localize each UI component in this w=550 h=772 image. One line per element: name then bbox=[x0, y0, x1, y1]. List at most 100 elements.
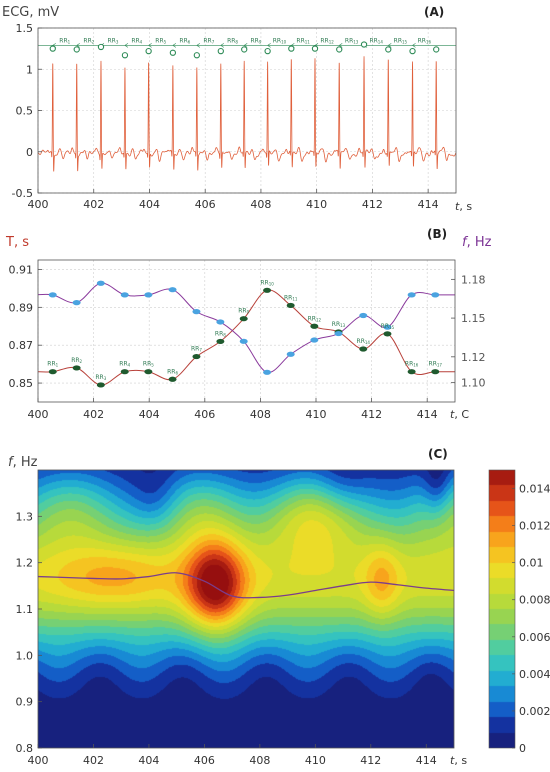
frequency-marker bbox=[48, 292, 57, 298]
rr-label: RR12 bbox=[308, 315, 322, 322]
rr-label: RR2 bbox=[71, 357, 82, 364]
ytick-label-left: 0.91 bbox=[9, 263, 34, 276]
rr-label-sub: 12 bbox=[329, 39, 335, 44]
period-marker bbox=[359, 346, 368, 352]
r-peak-marker bbox=[169, 49, 177, 56]
r-peak-marker bbox=[193, 52, 200, 59]
period-marker bbox=[239, 316, 248, 322]
rr-arrow bbox=[243, 43, 248, 48]
frequency-marker bbox=[120, 292, 129, 298]
period-marker bbox=[168, 376, 177, 382]
ytick-label: -0.5 bbox=[12, 187, 33, 200]
rr-label: RR6 bbox=[167, 368, 178, 375]
ytick-label-left: 0.85 bbox=[9, 377, 34, 390]
ytick-label: 1.5 bbox=[16, 22, 34, 35]
xtick-label: 402 bbox=[83, 408, 104, 421]
xtick-label: 408 bbox=[250, 198, 271, 211]
xtick-label: 410 bbox=[306, 408, 327, 421]
rr-arrow bbox=[172, 43, 177, 48]
rr-label: RR15 bbox=[394, 37, 408, 44]
xtick-label: 412 bbox=[360, 754, 381, 767]
rr-arrow bbox=[338, 43, 343, 48]
r-peak-marker bbox=[121, 52, 129, 59]
colorbar-tick-label: 0.004 bbox=[519, 668, 550, 681]
rr-label: RR5 bbox=[155, 37, 166, 44]
rr-label: RR5 bbox=[143, 361, 154, 368]
rr-label-sub: 7 bbox=[212, 39, 215, 44]
rr-label: RR14 bbox=[357, 338, 371, 345]
rr-label-sub: 15 bbox=[402, 39, 408, 44]
panel-c-tag: (C) bbox=[428, 447, 448, 461]
panel-b-ylabel-right-unit: , Hz bbox=[467, 235, 492, 250]
rr-label: RR16 bbox=[405, 361, 419, 368]
rr-label-sub: 5 bbox=[151, 363, 154, 368]
period-marker bbox=[263, 287, 272, 293]
colorbar-tick-label: 0.006 bbox=[519, 631, 550, 644]
rr-label-sub: 10 bbox=[281, 39, 287, 44]
rr-label: RR1 bbox=[59, 37, 70, 44]
frequency-marker bbox=[168, 287, 177, 293]
panel-b-tag: (B) bbox=[427, 227, 447, 241]
panel-a-xticks: 400 402 404 406 408 410 412 414 bbox=[28, 189, 439, 211]
rr-label-sub: 14 bbox=[365, 340, 371, 345]
r-peak-marker bbox=[49, 45, 56, 52]
panel-b-ylabel-left: T, s bbox=[5, 235, 29, 250]
frequency-marker bbox=[144, 292, 153, 298]
panel-c-yticks: 0.8 0.9 1.0 1.1 1.2 1.3 bbox=[16, 510, 42, 755]
ytick-label-right: 1.15 bbox=[461, 312, 486, 325]
xtick-label: 414 bbox=[416, 754, 437, 767]
xtick-label: 404 bbox=[139, 408, 160, 421]
panel-a: ECG, mV (A) RR1 RR2 RR3 RR4 RR5 RR6 RR7 RR8 RR9 R… bbox=[2, 5, 472, 213]
rr-arrow bbox=[387, 43, 392, 48]
ytick-label: 1.2 bbox=[16, 557, 34, 570]
r-peak-marker bbox=[288, 45, 295, 52]
spectrogram-heatmap bbox=[38, 470, 454, 748]
rr-label: RR17 bbox=[429, 361, 443, 368]
period-curve bbox=[38, 289, 455, 386]
ecg-trace bbox=[38, 56, 456, 172]
xtick-label: 408 bbox=[249, 754, 270, 767]
rr-label: RR8 bbox=[215, 330, 226, 337]
rr-label: RR7 bbox=[191, 346, 202, 353]
r-peak-marker bbox=[409, 47, 416, 55]
frequency-marker bbox=[96, 280, 105, 286]
xtick-label: 402 bbox=[83, 198, 104, 211]
rr-label: RR4 bbox=[131, 37, 142, 44]
period-marker bbox=[431, 369, 440, 375]
period-marker bbox=[192, 353, 201, 360]
rr-label-sub: 13 bbox=[340, 323, 346, 328]
rr-label: RR15 bbox=[381, 323, 395, 330]
rr-label: RR4 bbox=[119, 361, 130, 368]
ytick-label-right: 1.12 bbox=[461, 351, 486, 364]
rr-label: RR3 bbox=[95, 374, 106, 381]
ytick-label: 1.3 bbox=[16, 510, 34, 523]
xtick-label: 400 bbox=[28, 408, 49, 421]
rr-label: RR10 bbox=[260, 279, 274, 286]
panel-b-xlabel-t: t bbox=[450, 408, 455, 421]
period-marker bbox=[72, 365, 81, 371]
panel-a-xlabel: t, s bbox=[455, 200, 472, 213]
panel-b-xlabel: t, C bbox=[450, 408, 469, 421]
xtick-label: 410 bbox=[306, 198, 327, 211]
panel-b-rr-labels: RR1 RR2 RR3 RR4 RR5 RR6 RR7 RR8 RR9 RR10 RR11 RR12 R… bbox=[47, 279, 442, 381]
xtick-label: 406 bbox=[194, 408, 215, 421]
panel-a-ylabel: ECG, mV bbox=[2, 5, 59, 20]
panel-b-frame bbox=[37, 259, 456, 403]
frequency-marker bbox=[192, 309, 201, 315]
xtick-label: 408 bbox=[250, 408, 271, 421]
rr-label-sub: 9 bbox=[259, 39, 262, 44]
ytick-label: 0.9 bbox=[16, 696, 34, 709]
ytick-label-right: 1.10 bbox=[461, 377, 486, 390]
rr-label-sub: 11 bbox=[305, 39, 311, 44]
ytick-label-left: 0.89 bbox=[9, 301, 34, 314]
rr-label-sub: 2 bbox=[80, 359, 83, 364]
rr-label: RR7 bbox=[203, 37, 214, 44]
panel-b-yticks-right: 1.10 1.12 1.15 1.18 bbox=[451, 273, 486, 390]
r-peak-marker bbox=[145, 47, 152, 55]
colorbar-tick-label: 0.002 bbox=[519, 705, 550, 718]
r-peak-marker bbox=[311, 45, 319, 52]
rr-label: RR8 bbox=[227, 37, 238, 44]
period-marker bbox=[48, 369, 57, 375]
panel-b-ylabel-right-f: f bbox=[462, 235, 469, 250]
